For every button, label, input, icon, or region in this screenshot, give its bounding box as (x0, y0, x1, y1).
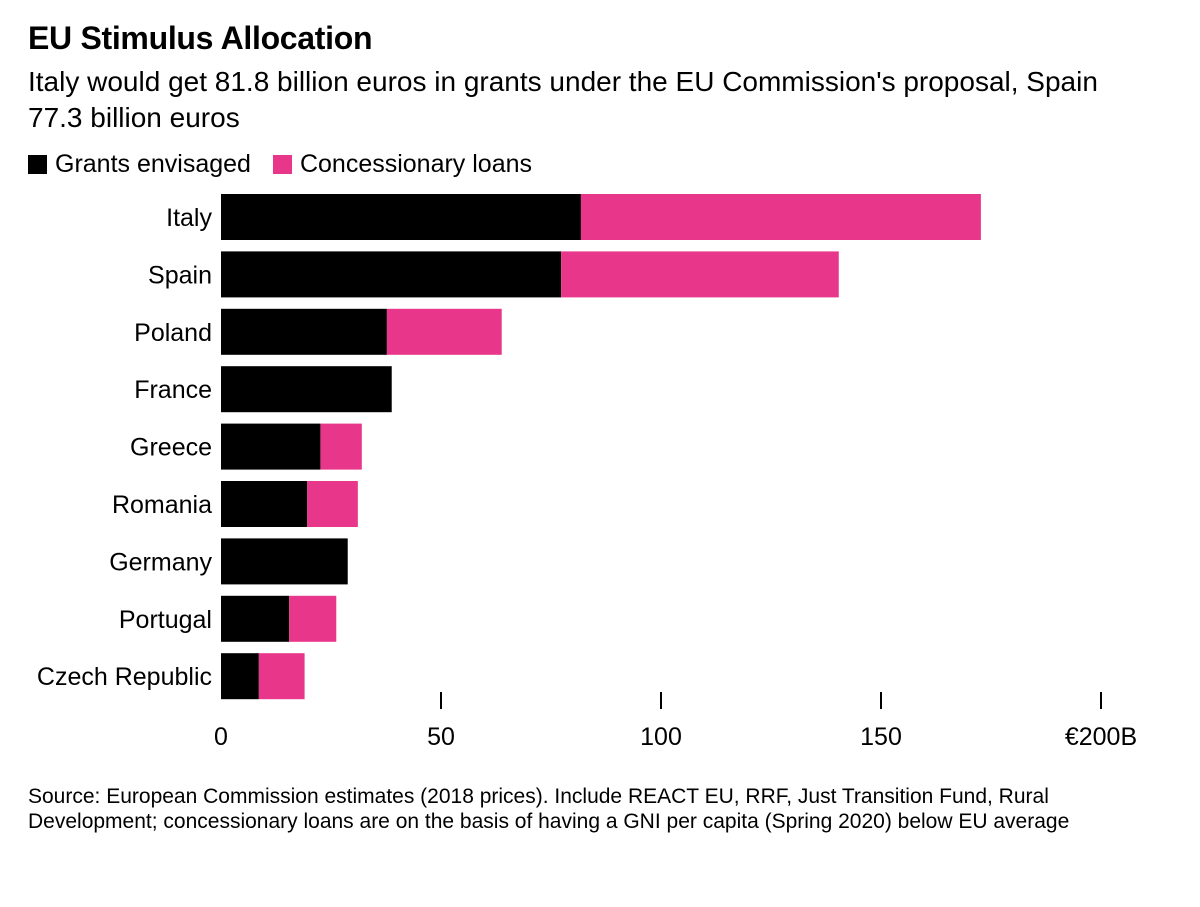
bar-loans-greece (320, 423, 362, 470)
legend-label-grants: Grants envisaged (55, 150, 251, 178)
chart-subtitle: Italy would get 81.8 billion euros in gr… (28, 66, 1098, 133)
category-label-portugal: Portugal (119, 606, 212, 634)
x-tick-label-200: €200B (1065, 723, 1137, 751)
bar-grants-germany (221, 538, 348, 585)
x-tick-label-150: 150 (860, 723, 902, 751)
source-note: Source: European Commission estimates (2… (28, 785, 1070, 833)
category-label-romania: Romania (112, 491, 212, 519)
bar-grants-greece (221, 423, 321, 470)
x-tick-label-100: 100 (640, 723, 682, 751)
legend-item-grants: Grants envisaged (28, 150, 251, 179)
legend-item-loans: Concessionary loans (272, 150, 533, 179)
bar-grants-spain (221, 251, 562, 298)
bar-loans-romania (307, 481, 358, 527)
bar-grants-france (221, 366, 392, 413)
category-label-italy: Italy (166, 204, 212, 232)
bar-grants-poland (221, 308, 387, 355)
bar-grants-czech-republic (221, 653, 259, 700)
x-tick-label-50: 50 (427, 723, 455, 751)
bar-loans-spain (561, 251, 839, 298)
category-label-czech-republic: Czech Republic (37, 663, 212, 691)
category-label-poland: Poland (134, 319, 212, 347)
bar-loans-poland (386, 308, 502, 355)
bar-grants-portugal (221, 595, 290, 642)
legend-swatch-grants (28, 155, 47, 174)
bar-grants-italy (221, 194, 581, 240)
category-label-germany: Germany (109, 548, 212, 576)
legend-label-loans: Concessionary loans (299, 150, 533, 178)
category-label-greece: Greece (130, 434, 212, 462)
chart-title: EU Stimulus Allocation (28, 20, 373, 56)
bar-loans-portugal (289, 595, 337, 642)
bar-grants-romania (221, 481, 308, 527)
legend-swatch-loans (272, 155, 292, 174)
bar-loans-italy (580, 194, 981, 240)
legend: Grants envisaged Concessionary loans (28, 150, 554, 179)
category-label-spain: Spain (148, 261, 212, 289)
bar-loans-czech-republic (258, 653, 305, 700)
category-label-france: France (134, 376, 212, 404)
x-tick-label-0: 0 (214, 723, 228, 751)
